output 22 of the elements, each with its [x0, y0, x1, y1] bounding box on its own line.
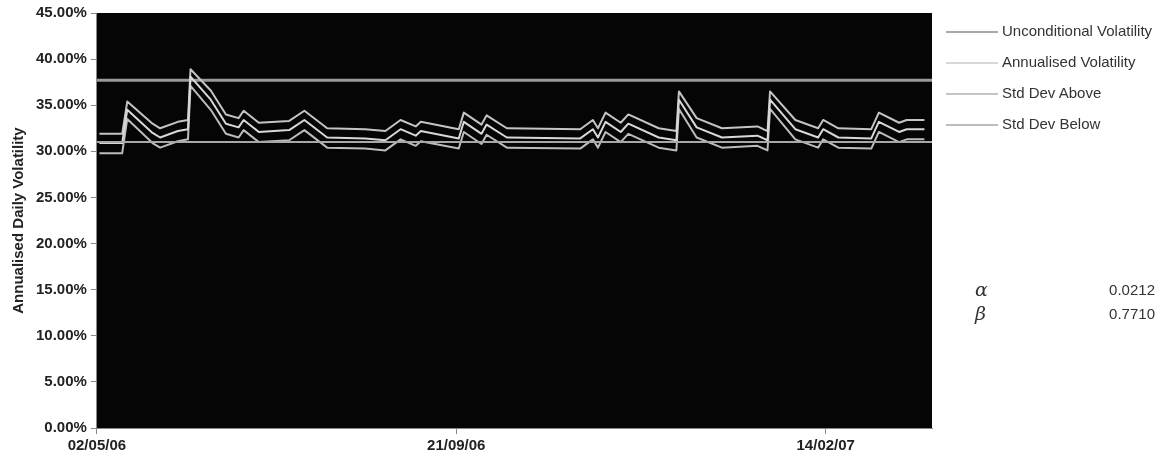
x-tick-label: 02/05/06: [67, 436, 127, 454]
y-tick-label: 10.00%: [36, 325, 87, 343]
text: α: [975, 278, 989, 300]
y-tick-label: 15.00%: [36, 279, 87, 297]
x-tick-label: 21/09/06: [427, 436, 486, 454]
x-tick-label: 14/02/07: [796, 436, 855, 454]
y-tick-label: 40.00%: [36, 49, 87, 67]
legend-label: Std Dev Above: [1002, 84, 1102, 101]
legend-label: Unconditional Volatility: [1002, 22, 1153, 39]
y-tick-label: 35.00%: [36, 95, 87, 113]
y-tick-label: 30.00%: [36, 141, 87, 159]
y-tick-label: 25.00%: [36, 187, 87, 205]
y-axis-title: Annualised Daily Volatility: [9, 126, 27, 314]
y-tick-label: 45.00%: [36, 3, 87, 21]
legend-label: Annualised Volatility: [1002, 53, 1136, 70]
legend-label: Std Dev Below: [1002, 115, 1101, 132]
text: 0.7710: [1108, 304, 1155, 324]
y-tick-label: 0.00%: [44, 418, 87, 436]
y-tick-label: 5.00%: [44, 372, 87, 390]
y-tick-label: 20.00%: [36, 233, 87, 251]
text: 0.0212: [1108, 280, 1155, 300]
text: β: [975, 302, 987, 324]
